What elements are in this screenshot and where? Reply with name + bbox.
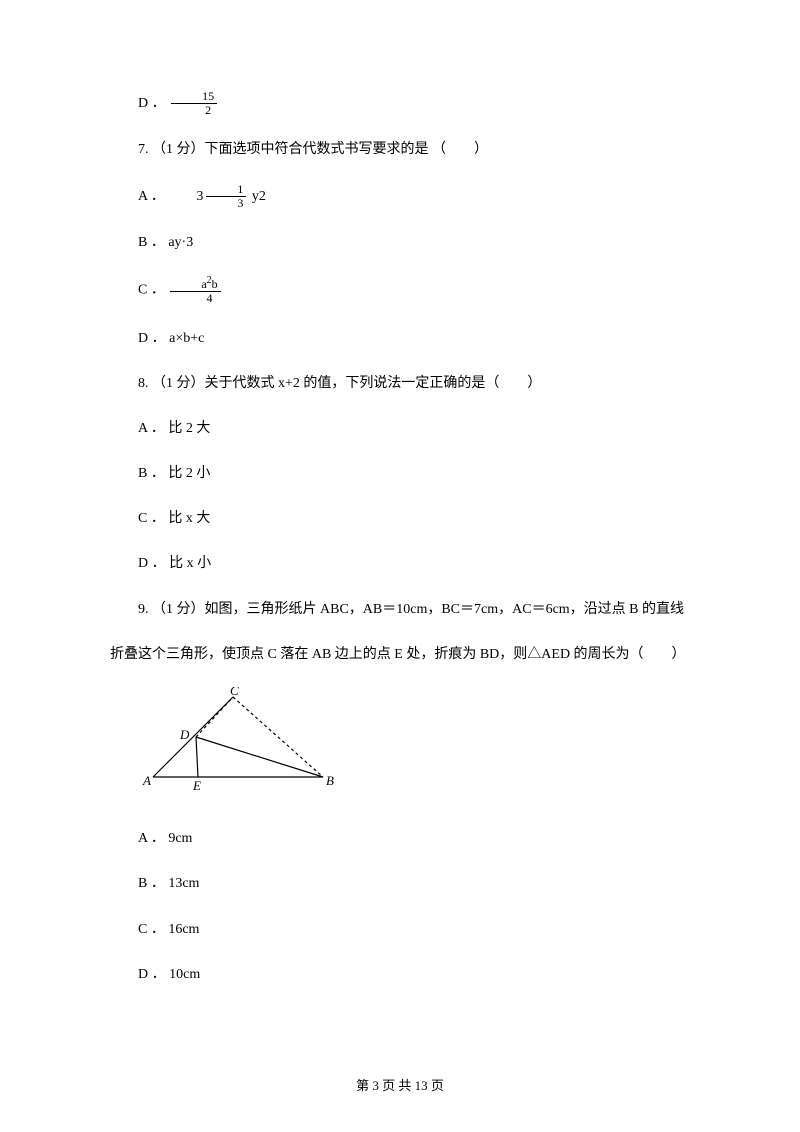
q8-option-a: A ． 比 2 大 [110, 416, 690, 441]
q8-option-c: C ． 比 x 大 [110, 506, 690, 531]
q8-option-b: B ． 比 2 小 [110, 461, 690, 486]
q9-option-c: C ． 16cm [110, 917, 690, 942]
q6-option-d: D ． 15 2 [110, 90, 690, 117]
q9-stem-line1: 9. （1 分）如图，三角形纸片 ABC，AB＝10cm，BC＝7cm，AC＝6… [110, 597, 690, 622]
label-c: C [230, 687, 239, 698]
fraction-numerator: 15 [171, 90, 217, 104]
label-d: D [179, 727, 190, 742]
q9-stem-line2: 折叠这个三角形，使顶点 C 落在 AB 边上的点 E 处，折痕为 BD，则△AE… [110, 642, 690, 667]
q7-option-c: C ． a2b 4 [110, 275, 690, 305]
q8-stem: 8. （1 分）关于代数式 x+2 的值，下列说法一定正确的是（ ） [110, 371, 690, 396]
q8-option-d: D ． 比 x 小 [110, 551, 690, 576]
q9-option-b: B ． 13cm [110, 871, 690, 896]
triangle-svg-icon: A B C D E [138, 687, 338, 797]
option-letter: C ． [138, 283, 165, 298]
q9-option-a: A ． 9cm [110, 826, 690, 851]
q7-option-d: D ． a×b+c [110, 326, 690, 351]
fraction-icon: 15 2 [171, 90, 217, 117]
option-letter: D ． [138, 96, 166, 111]
fraction-denominator: 4 [170, 292, 220, 305]
option-suffix: y2 [252, 188, 266, 203]
q7-option-a: A ． 3 1 3 y2 [110, 183, 690, 210]
q7-option-b: B ． ay·3 [110, 230, 690, 255]
fraction-icon: 1 3 [206, 183, 246, 210]
mixed-number-icon: 3 1 3 [168, 183, 248, 210]
page-footer: 第 3 页 共 13 页 [0, 1074, 800, 1097]
q7-stem: 7. （1 分）下面选项中符合代数式书写要求的是 （ ） [110, 137, 690, 162]
label-a: A [142, 773, 151, 788]
page-content: D ． 15 2 7. （1 分）下面选项中符合代数式书写要求的是 （ ） A … [0, 0, 800, 1057]
fraction-denominator: 2 [171, 104, 217, 117]
fraction-icon: a2b 4 [170, 275, 220, 305]
option-letter: A ． [138, 188, 165, 203]
fraction-numerator: a2b [170, 275, 220, 292]
fraction-denominator: 3 [206, 197, 246, 210]
label-e: E [192, 778, 201, 793]
fraction-numerator: 1 [206, 183, 246, 197]
q9-option-d: D ． 10cm [110, 962, 690, 987]
triangle-diagram: A B C D E [138, 687, 690, 806]
label-b: B [326, 773, 334, 788]
whole-part: 3 [168, 184, 203, 209]
